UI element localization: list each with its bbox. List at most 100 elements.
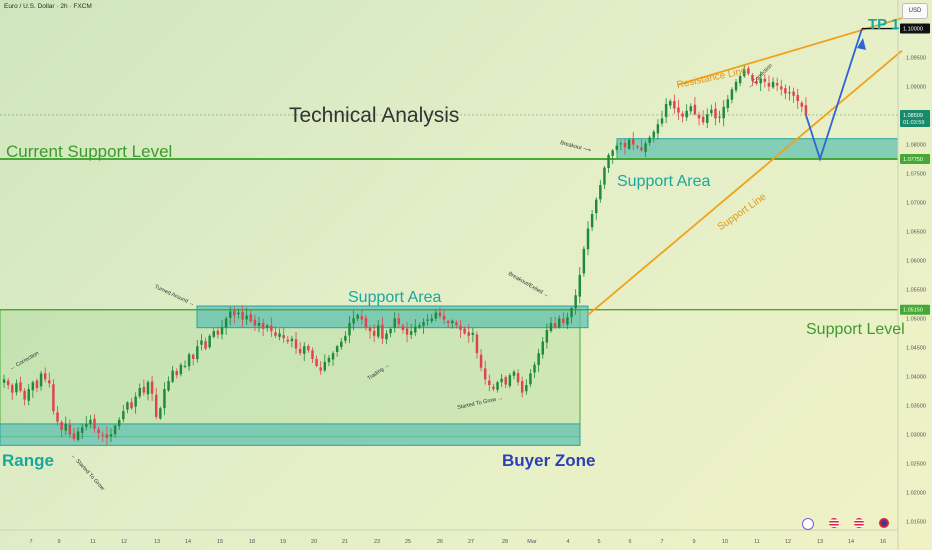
us-flag-icon[interactable]: [879, 518, 889, 528]
candle-body: [113, 425, 117, 435]
candle-body: [430, 318, 433, 322]
candle-body: [426, 319, 429, 321]
candle-body: [418, 325, 421, 328]
candle-body: [23, 390, 26, 400]
candle-body: [35, 380, 39, 388]
support-area-mid-label: Support Area: [348, 289, 442, 306]
countdown-tag-text: 01:03:59: [903, 120, 924, 126]
candle-body: [800, 102, 804, 107]
candle-body: [245, 315, 248, 320]
candle-body: [216, 330, 220, 335]
candle-body: [500, 378, 503, 383]
candle-body: [446, 320, 450, 324]
candle-body: [196, 346, 199, 360]
time-tick: 18: [249, 539, 255, 545]
candle-body: [479, 354, 483, 368]
tp-price-tag-text: 1.10000: [903, 27, 923, 33]
candle-body: [467, 332, 470, 336]
candle-body: [253, 319, 257, 326]
candle-body: [48, 380, 51, 384]
candle-body: [6, 380, 10, 386]
candle-body: [134, 396, 137, 407]
us-flag-icon[interactable]: [854, 518, 864, 528]
currency-button[interactable]: USD: [902, 3, 928, 19]
candle-body: [771, 81, 775, 88]
time-tick: 7: [29, 539, 32, 545]
candle-body: [372, 330, 376, 336]
candle-body: [714, 108, 717, 119]
candle-body: [759, 78, 762, 84]
candle-body: [496, 382, 499, 390]
candle-body: [537, 353, 540, 366]
candle-body: [603, 167, 606, 185]
support-price-tag: [900, 153, 930, 164]
buyer-zone: [0, 423, 581, 446]
candle-body: [566, 317, 569, 325]
candle-body: [525, 385, 528, 392]
time-tick: 26: [437, 539, 443, 545]
candle-body: [557, 318, 561, 328]
price-tick: 1.09000: [906, 85, 926, 91]
time-tick: 11: [754, 539, 760, 545]
time-tick: 7: [660, 539, 663, 545]
candle-body: [562, 318, 565, 324]
candle-body: [660, 118, 664, 124]
candle-body: [414, 326, 417, 333]
candle-body: [204, 341, 207, 349]
candle-body: [212, 331, 216, 337]
candle-body: [804, 105, 808, 115]
candle-body: [11, 385, 14, 393]
candle-body: [611, 150, 614, 156]
candle-body: [673, 100, 676, 109]
candle-body: [224, 318, 228, 328]
candle-body: [167, 381, 170, 391]
price-tick: 1.01500: [906, 519, 926, 525]
candle-body: [516, 373, 520, 383]
candle-body: [615, 145, 619, 150]
candle-body: [72, 433, 76, 439]
candle-body: [191, 354, 195, 359]
candle-body: [163, 389, 166, 409]
us-flag-icon[interactable]: [829, 518, 839, 528]
candle-body: [385, 333, 388, 340]
candle-body: [743, 69, 746, 77]
time-tick: 19: [280, 539, 286, 545]
lightning-icon[interactable]: [802, 518, 814, 530]
candle-body: [796, 95, 799, 102]
candle-body: [274, 332, 277, 336]
candle-body: [381, 324, 384, 339]
candle-body: [475, 334, 479, 354]
candle-body: [763, 78, 767, 82]
candle-body: [738, 76, 742, 84]
candle-body: [76, 431, 80, 440]
candle-body: [298, 348, 302, 354]
time-tick: 13: [817, 539, 823, 545]
candle-body: [397, 318, 401, 325]
candle-body: [85, 423, 88, 427]
candle-body: [701, 116, 705, 123]
candle-body: [89, 419, 92, 425]
price-tick: 1.03000: [906, 432, 926, 438]
candle-body: [755, 81, 758, 84]
candle-body: [52, 384, 55, 412]
candle-body: [422, 321, 425, 326]
candle-body: [27, 389, 30, 401]
candle-body: [294, 339, 298, 349]
candle-body: [594, 199, 598, 214]
candle-body: [377, 325, 380, 337]
support-price-tag-text: 1.07750: [903, 157, 923, 163]
candle-body: [623, 142, 627, 148]
candle-body: [459, 325, 462, 330]
candle-body: [463, 328, 466, 334]
candle-body: [150, 381, 154, 394]
price-tick: 1.09500: [906, 56, 926, 62]
candle-body: [278, 333, 281, 337]
candle-body: [607, 154, 610, 169]
price-tick: 1.05500: [906, 287, 926, 293]
support-area-top-label: Support Area: [617, 173, 711, 190]
candle-body: [319, 367, 322, 371]
candle-body: [159, 408, 162, 419]
projection-arrowhead: [857, 38, 866, 50]
time-tick: 15: [217, 539, 223, 545]
